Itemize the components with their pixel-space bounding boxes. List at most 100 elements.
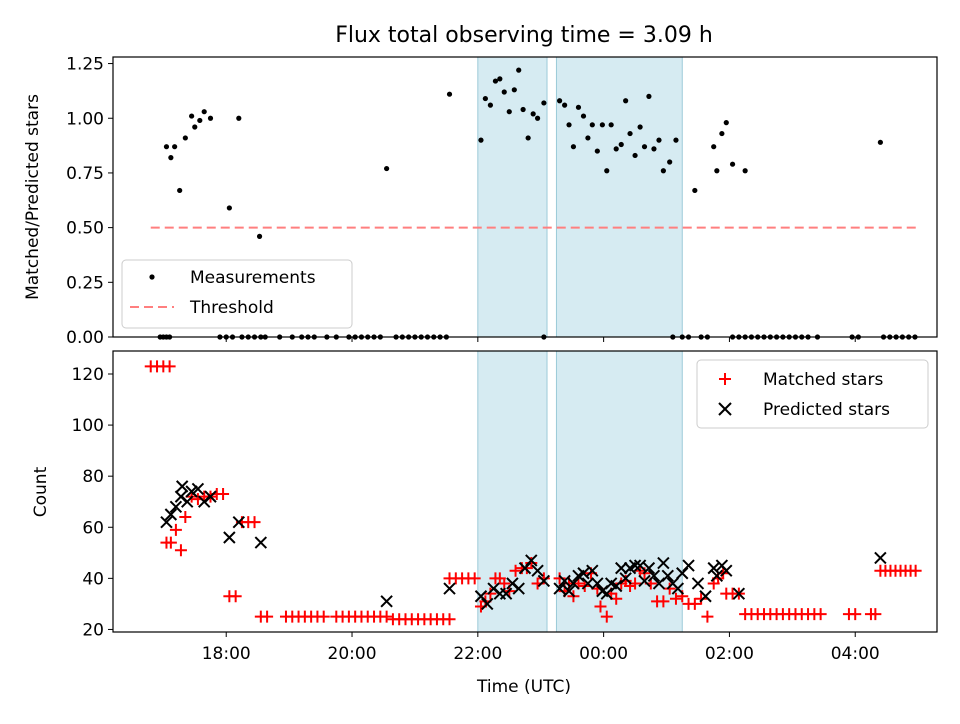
measurement-point (163, 144, 170, 150)
measurement-point (714, 168, 720, 174)
predicted-star-point (160, 515, 173, 529)
matched-star-point (663, 582, 676, 595)
matched-star-point (849, 608, 862, 621)
measurement-point (236, 115, 242, 121)
measurement-point (478, 137, 484, 143)
matched-star-point (380, 610, 393, 623)
measurement-point (530, 111, 536, 117)
predicted-star-point (609, 579, 623, 593)
measurement-point (487, 102, 494, 108)
matched-star-point (509, 564, 522, 577)
predicted-star-point (223, 531, 236, 544)
top-axis-ticks: 0.00 0.25 0.50 0.75 1.00 1.25 (66, 55, 856, 348)
measurement-point (632, 152, 638, 159)
predicted-star-point (567, 577, 580, 590)
matched-star-point (553, 572, 566, 585)
predicted-star-point (481, 597, 494, 611)
measurement-point (627, 130, 633, 137)
measurement-point (192, 124, 198, 130)
measurement-point (594, 148, 600, 154)
matched-star-point (164, 536, 177, 549)
legend-measurements-label: Measurements (190, 268, 316, 288)
matched-star-point (688, 597, 701, 610)
measurement-point (384, 165, 390, 172)
predicted-star-point (577, 567, 590, 580)
measurement-point (613, 146, 619, 152)
predicted-stars-points (160, 480, 887, 611)
predicted-star-point (185, 485, 198, 498)
matched-star-point (498, 577, 511, 590)
measurement-point (482, 95, 488, 102)
measurement-point (719, 130, 725, 137)
predicted-star-point (181, 495, 194, 508)
measurement-point (189, 113, 195, 119)
predicted-star-point (191, 482, 205, 496)
measurement-point (501, 89, 507, 95)
legend-measurements-marker (149, 274, 155, 280)
predicted-star-point (691, 577, 705, 590)
measurement-point (729, 161, 736, 167)
predicted-star-point (512, 582, 525, 595)
measurement-point (516, 67, 522, 73)
matched-star-point (537, 572, 550, 585)
matched-star-point (909, 564, 922, 577)
measurement-point (177, 187, 183, 194)
measurement-point (556, 98, 563, 104)
matched-star-point (484, 587, 497, 600)
predicted-star-point (169, 500, 183, 514)
measurement-point (570, 144, 577, 150)
predicted-star-point (671, 582, 685, 595)
bottom-y-axis-label: Count (31, 466, 51, 517)
measurement-point (562, 102, 568, 108)
measurement-point (506, 109, 512, 115)
shaded-interval-0 (477, 350, 548, 633)
matched-star-point (217, 488, 230, 501)
predicted-star-point (699, 590, 712, 603)
measurement-point (168, 155, 174, 161)
measurement-point (511, 87, 517, 93)
chart-title: Flux total observing time = 3.09 h (335, 23, 713, 48)
predicted-star-point (499, 587, 513, 600)
matched-star-point (174, 544, 187, 557)
matched-star-point (701, 610, 714, 623)
measurement-point (618, 141, 624, 148)
measurement-point (723, 120, 729, 126)
measurement-point (226, 205, 232, 211)
measurement-point (520, 106, 526, 113)
predicted-star-point (647, 569, 661, 583)
predicted-star-point (525, 554, 538, 567)
measurement-point (673, 137, 679, 143)
predicted-star-point (175, 480, 189, 493)
predicted-star-point (581, 577, 595, 590)
matched-star-point (179, 511, 192, 524)
measurement-point (446, 91, 453, 97)
predicted-star-point (710, 569, 724, 583)
measurement-point (877, 139, 883, 145)
top-y-tick-label: 0.50 (66, 219, 104, 239)
bottom-x-tick-label: 20:00 (328, 644, 377, 664)
measurement-point (637, 124, 643, 130)
measurement-point (497, 76, 503, 82)
bottom-x-tick-label: 18:00 (202, 644, 251, 664)
x-axis-label: Time (UTC) (476, 677, 571, 697)
measurement-point (646, 93, 652, 99)
matched-star-point (600, 610, 613, 623)
bottom-y-tick-label: 80 (82, 467, 104, 487)
measurement-point (525, 135, 531, 141)
measurement-point (580, 113, 587, 119)
measurement-point (742, 168, 748, 174)
bottom-panel: 20 40 60 80 100 120 18:00 20:00 22:00 00:00 02:00 0… (31, 350, 938, 697)
bottom-axis-ticks: 20 40 60 80 100 120 18:00 20:00 22:00 00:00 02:00 0… (72, 365, 880, 664)
predicted-star-point (628, 559, 642, 572)
measurement-point (534, 115, 541, 121)
shaded-interval-0 (477, 56, 548, 338)
top-panel: 0.00 0.25 0.50 0.75 1.00 1.25 Matched/Predict… (23, 55, 938, 348)
predicted-star-point (600, 587, 613, 600)
predicted-star-point (558, 574, 571, 588)
measurement-point (182, 135, 188, 141)
measurement-point (207, 115, 214, 121)
measurement-point (201, 109, 207, 115)
predicted-star-point (657, 556, 670, 570)
measurement-point (656, 137, 662, 143)
predicted-star-point (537, 574, 551, 588)
